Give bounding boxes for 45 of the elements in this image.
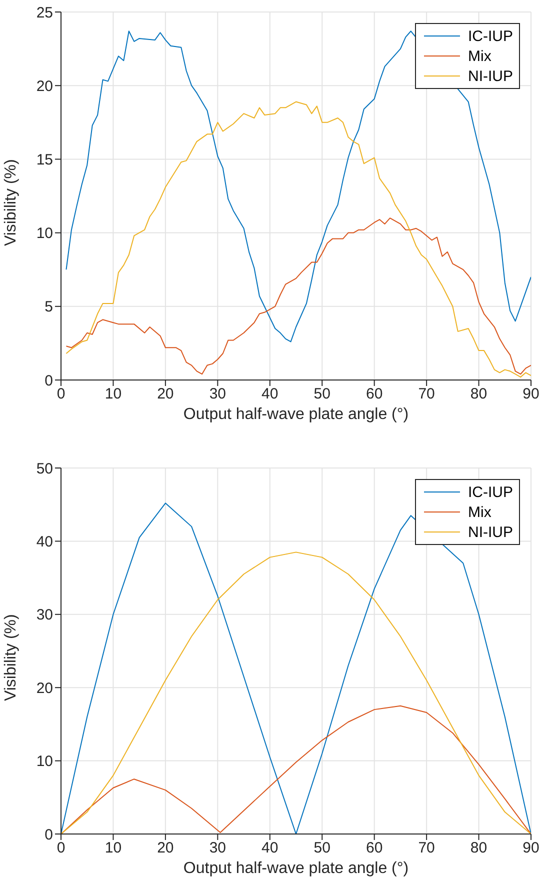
x-tick-label: 60 [366,840,383,857]
x-axis-title: Output half-wave plate angle (°) [183,860,409,877]
legend-label: Mix [468,48,492,64]
x-tick-label: 80 [470,386,488,403]
x-tick-label: 10 [104,840,122,857]
x-tick-label: 30 [209,386,226,403]
x-tick-label: 30 [209,840,226,857]
x-tick-label: 40 [262,840,278,857]
legend-label: NI-IUP [468,68,513,84]
y-tick-label: 0 [44,826,53,844]
legend-label: Mix [468,504,492,520]
x-tick-label: 70 [418,840,435,857]
y-tick-label: 50 [36,460,53,478]
y-tick-label: 5 [44,298,53,316]
line-series [66,218,531,375]
x-tick-label: 0 [56,840,66,857]
x-tick-label: 10 [104,386,122,403]
y-tick-label: 30 [36,606,53,624]
x-tick-label: 50 [314,386,330,403]
y-tick-label: 10 [36,753,53,770]
x-tick-label: 90 [522,840,540,857]
legend-label: IC-IUP [468,28,513,44]
y-tick-label: 10 [36,225,53,242]
x-tick-label: 0 [56,386,66,403]
x-tick-label: 90 [522,386,540,403]
x-axis-title: Output half-wave plate angle (°) [183,406,409,423]
y-tick-label: 0 [44,372,53,390]
legend-label: IC-IUP [468,484,513,500]
x-tick-label: 50 [314,840,330,857]
x-tick-label: 60 [366,386,383,403]
y-tick-label: 20 [36,78,53,95]
y-axis-title: Visibility (%) [2,614,20,701]
x-tick-label: 40 [262,386,278,403]
x-tick-label: 20 [157,386,174,403]
line-series [66,30,531,342]
y-tick-label: 15 [36,152,53,169]
y-tick-label: 20 [36,680,53,697]
y-axis-title: Visibility (%) [2,159,20,246]
legend-label: NI-IUP [468,524,513,540]
y-tick-label: 40 [36,534,53,551]
y-tick-label: 25 [36,4,53,22]
x-tick-label: 80 [470,840,488,857]
x-tick-label: 70 [418,386,435,403]
line-series [66,101,531,378]
x-tick-label: 20 [157,840,174,857]
